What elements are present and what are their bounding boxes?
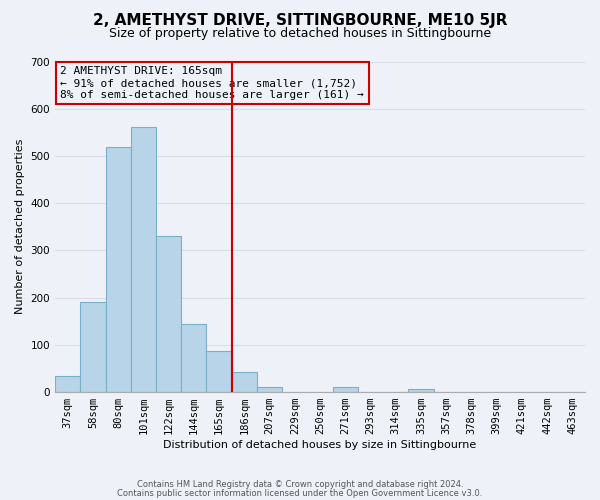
Bar [80,302,106,392]
Y-axis label: Number of detached properties: Number of detached properties [15,139,25,314]
Text: Size of property relative to detached houses in Sittingbourne: Size of property relative to detached ho… [109,28,491,40]
Bar [156,236,181,392]
Bar [232,372,257,392]
Bar [409,389,434,392]
Bar [181,324,206,392]
Text: 2 AMETHYST DRIVE: 165sqm
← 91% of detached houses are smaller (1,752)
8% of semi: 2 AMETHYST DRIVE: 165sqm ← 91% of detach… [61,66,364,100]
Bar [332,387,358,392]
Bar [55,376,80,392]
Text: 2, AMETHYST DRIVE, SITTINGBOURNE, ME10 5JR: 2, AMETHYST DRIVE, SITTINGBOURNE, ME10 5… [93,12,507,28]
Bar [106,147,131,392]
X-axis label: Distribution of detached houses by size in Sittingbourne: Distribution of detached houses by size … [163,440,476,450]
Text: Contains HM Land Registry data © Crown copyright and database right 2024.: Contains HM Land Registry data © Crown c… [137,480,463,489]
Bar [131,127,156,392]
Bar [257,387,282,392]
Bar [206,350,232,392]
Text: Contains public sector information licensed under the Open Government Licence v3: Contains public sector information licen… [118,488,482,498]
